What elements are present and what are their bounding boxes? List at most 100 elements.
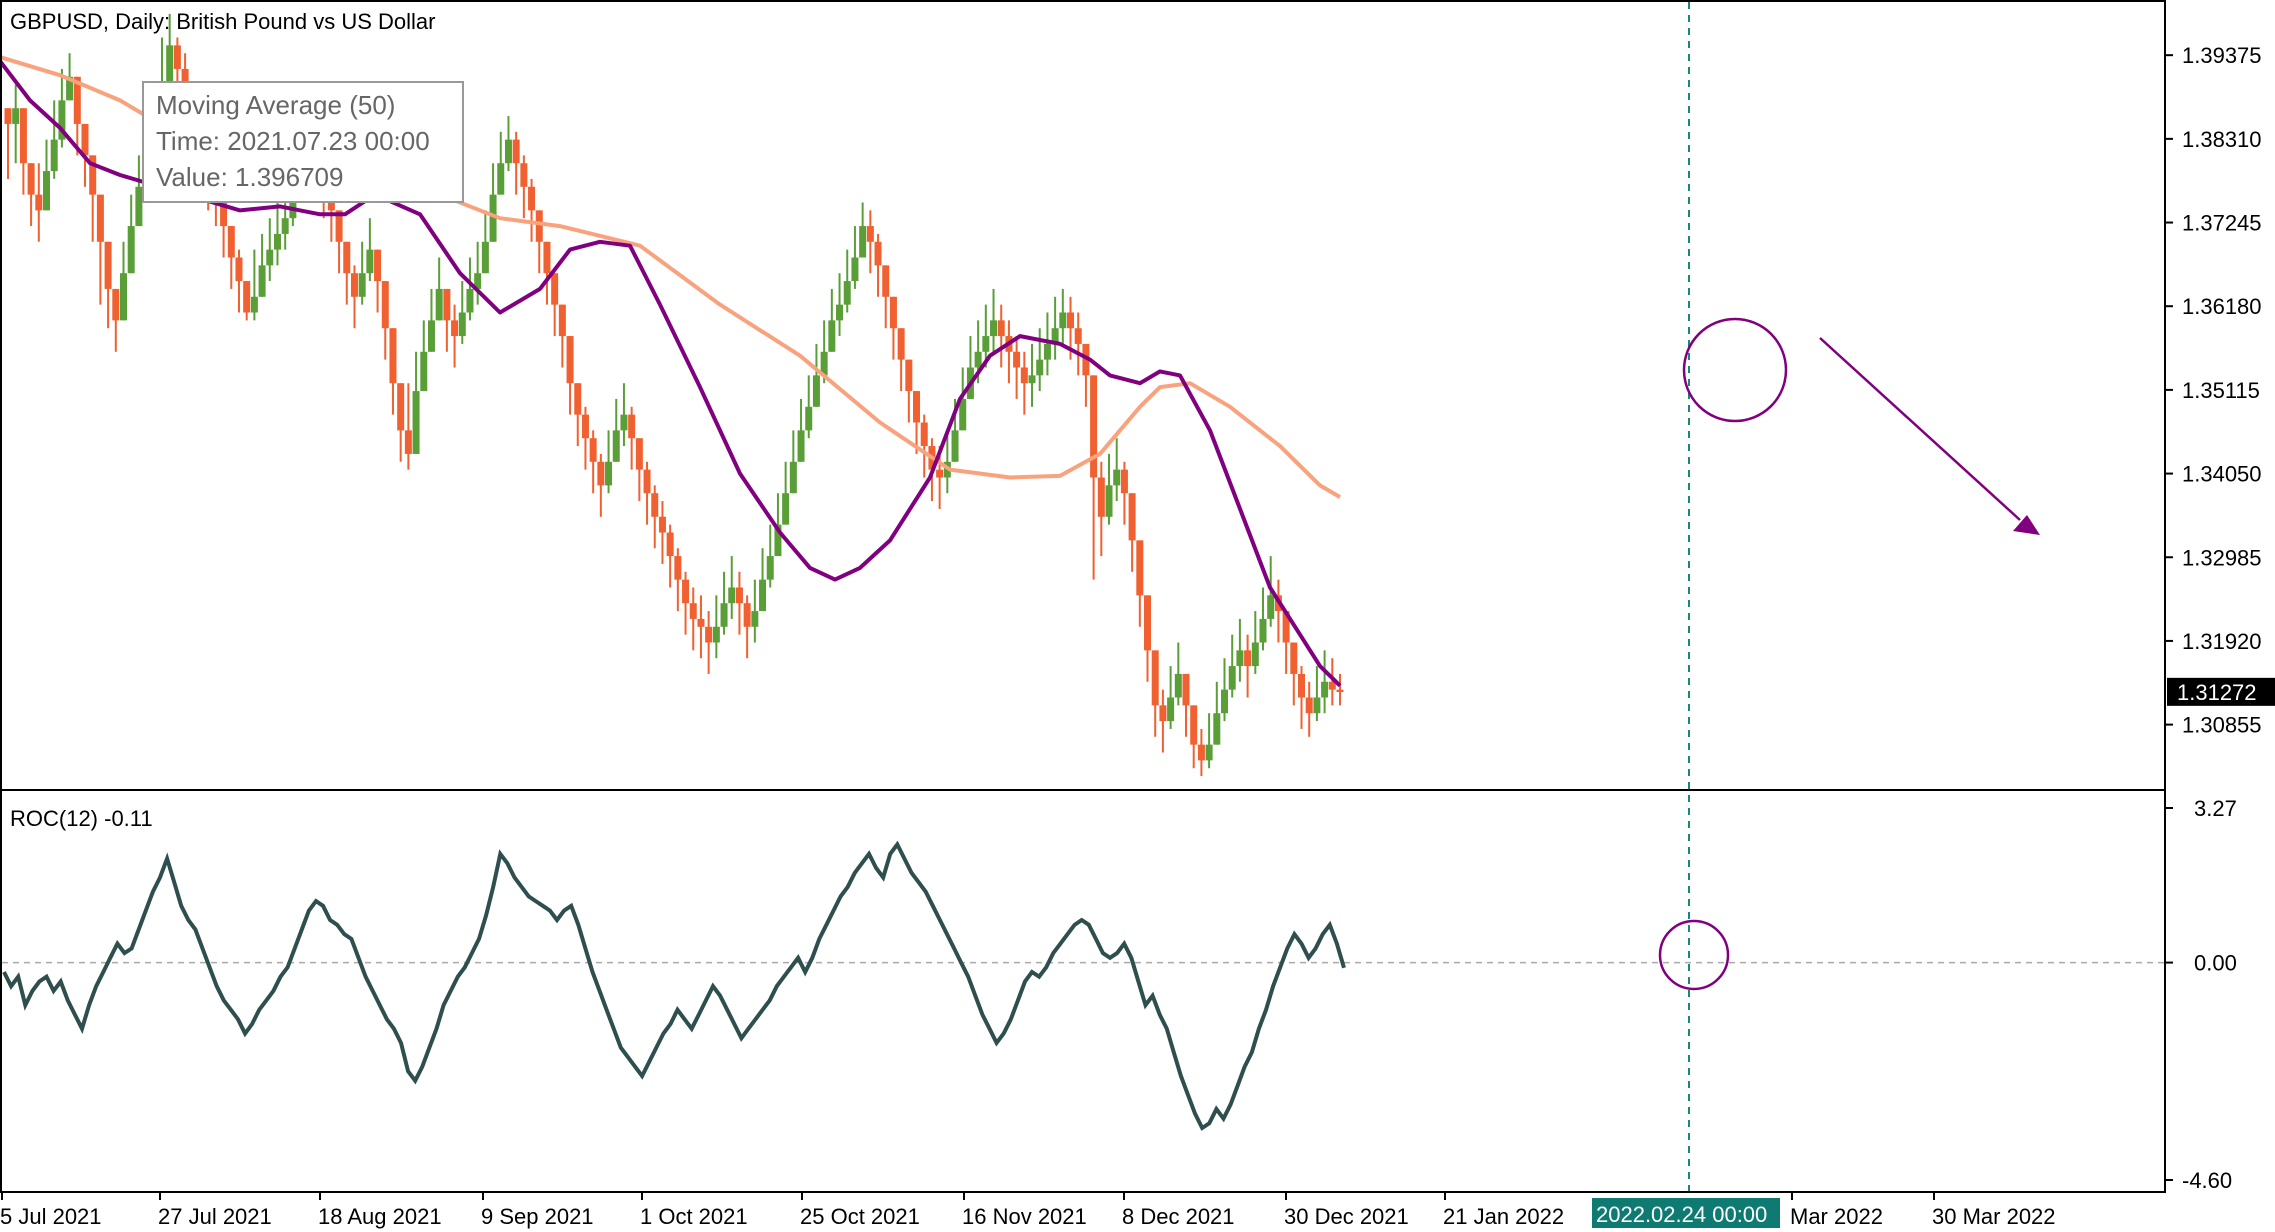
tooltip-value: Value: 1.396709 bbox=[156, 162, 343, 192]
candle bbox=[589, 430, 597, 494]
candle bbox=[42, 139, 50, 211]
candle bbox=[1082, 343, 1090, 407]
candle bbox=[1205, 713, 1213, 769]
candle bbox=[4, 108, 12, 179]
candle bbox=[751, 579, 759, 643]
candle bbox=[350, 265, 358, 329]
crosshair-time-label: 2022.02.24 00:00 bbox=[1596, 1202, 1767, 1227]
tooltip-title: Moving Average (50) bbox=[156, 90, 395, 120]
roc-line bbox=[2, 840, 1346, 1131]
price-tick-label: 1.34050 bbox=[2182, 462, 2262, 487]
candle bbox=[1028, 343, 1036, 407]
candle bbox=[1321, 650, 1329, 714]
price-tick-label: 1.36180 bbox=[2182, 294, 2262, 319]
chart-title: GBPUSD, Daily: British Pound vs US Dolla… bbox=[10, 9, 435, 34]
crosshair-time-box bbox=[1592, 1198, 1780, 1228]
candle bbox=[689, 587, 697, 651]
candle bbox=[797, 398, 805, 462]
candle bbox=[789, 430, 797, 494]
candle bbox=[705, 611, 713, 674]
candle bbox=[1144, 595, 1152, 682]
candle bbox=[635, 438, 643, 502]
candle bbox=[1128, 493, 1136, 572]
candle bbox=[489, 163, 497, 242]
time-tick-label: 5 Jul 2021 bbox=[0, 1204, 102, 1229]
candle bbox=[112, 288, 120, 352]
candle bbox=[1213, 681, 1221, 745]
candle bbox=[728, 556, 736, 619]
candle bbox=[1059, 288, 1067, 344]
candle bbox=[889, 296, 897, 360]
crossover-circle-roc bbox=[1658, 919, 1730, 991]
candle bbox=[674, 548, 682, 612]
candle bbox=[135, 155, 143, 227]
time-tick-label: 25 Oct 2021 bbox=[800, 1204, 920, 1229]
candle bbox=[1290, 642, 1298, 706]
candle bbox=[451, 304, 459, 368]
price-tick-label: 1.35115 bbox=[2182, 378, 2260, 403]
current-price-label: 1.31272 bbox=[2177, 680, 2257, 705]
candle bbox=[628, 406, 636, 470]
candle bbox=[412, 351, 420, 454]
tooltip-time: Time: 2021.07.23 00:00 bbox=[156, 126, 430, 156]
time-tick-label: 16 Nov 2021 bbox=[962, 1204, 1087, 1229]
candle bbox=[420, 320, 428, 392]
candle bbox=[566, 336, 574, 415]
candle bbox=[89, 155, 97, 242]
candle bbox=[474, 241, 482, 305]
candle bbox=[1097, 461, 1105, 557]
candle bbox=[1328, 658, 1336, 706]
downtrend-arrow-head bbox=[2013, 515, 2040, 535]
candle bbox=[1174, 642, 1182, 706]
candle bbox=[605, 430, 613, 494]
candle bbox=[913, 391, 921, 454]
candle bbox=[920, 414, 928, 478]
candle bbox=[766, 524, 774, 588]
candle bbox=[504, 116, 512, 172]
candle bbox=[389, 328, 397, 415]
candle bbox=[990, 288, 998, 352]
candle bbox=[374, 249, 382, 313]
candle bbox=[1159, 689, 1167, 753]
price-tick-label: 1.39375 bbox=[2182, 43, 2262, 68]
candle bbox=[466, 257, 474, 321]
candle bbox=[982, 304, 990, 368]
candle bbox=[581, 406, 589, 470]
candle bbox=[743, 595, 751, 659]
time-tick-label: 21 Jan 2022 bbox=[1443, 1204, 1564, 1229]
candle bbox=[1043, 312, 1051, 376]
candle bbox=[828, 288, 836, 352]
crossover-circle-price bbox=[1682, 317, 1788, 423]
time-tick-label: 18 Aug 2021 bbox=[318, 1204, 442, 1229]
candle bbox=[104, 241, 112, 329]
candle bbox=[512, 131, 520, 195]
time-tick-label: 1 Oct 2021 bbox=[640, 1204, 748, 1229]
candle bbox=[1336, 673, 1344, 706]
candle bbox=[404, 383, 412, 470]
candle bbox=[1274, 579, 1282, 643]
candle bbox=[597, 453, 605, 517]
candle bbox=[50, 100, 58, 179]
candle bbox=[1182, 673, 1190, 737]
time-tick-label: 8 Dec 2021 bbox=[1122, 1204, 1235, 1229]
candle bbox=[1005, 320, 1013, 384]
candle bbox=[643, 461, 651, 525]
candle bbox=[1221, 658, 1229, 722]
candle bbox=[127, 194, 135, 274]
candle bbox=[266, 218, 274, 282]
candle bbox=[273, 202, 281, 266]
candle bbox=[1151, 650, 1159, 737]
roc-label: ROC(12) -0.11 bbox=[10, 806, 153, 831]
candle bbox=[843, 249, 851, 313]
candle bbox=[905, 359, 913, 423]
candle bbox=[1020, 351, 1028, 415]
candle bbox=[1090, 375, 1098, 580]
candle bbox=[1136, 540, 1144, 627]
price-axis: 1.39375 1.38310 1.37245 1.36180 1.35115 1.340… bbox=[2165, 43, 2275, 738]
roc-tick-label: 0.00 bbox=[2194, 951, 2237, 976]
candle bbox=[1113, 438, 1121, 502]
moving-average-purple-line bbox=[0, 59, 1342, 688]
candle bbox=[1051, 296, 1059, 360]
time-axis: 5 Jul 2021 27 Jul 2021 18 Aug 2021 9 Sep 20… bbox=[0, 1192, 2056, 1229]
